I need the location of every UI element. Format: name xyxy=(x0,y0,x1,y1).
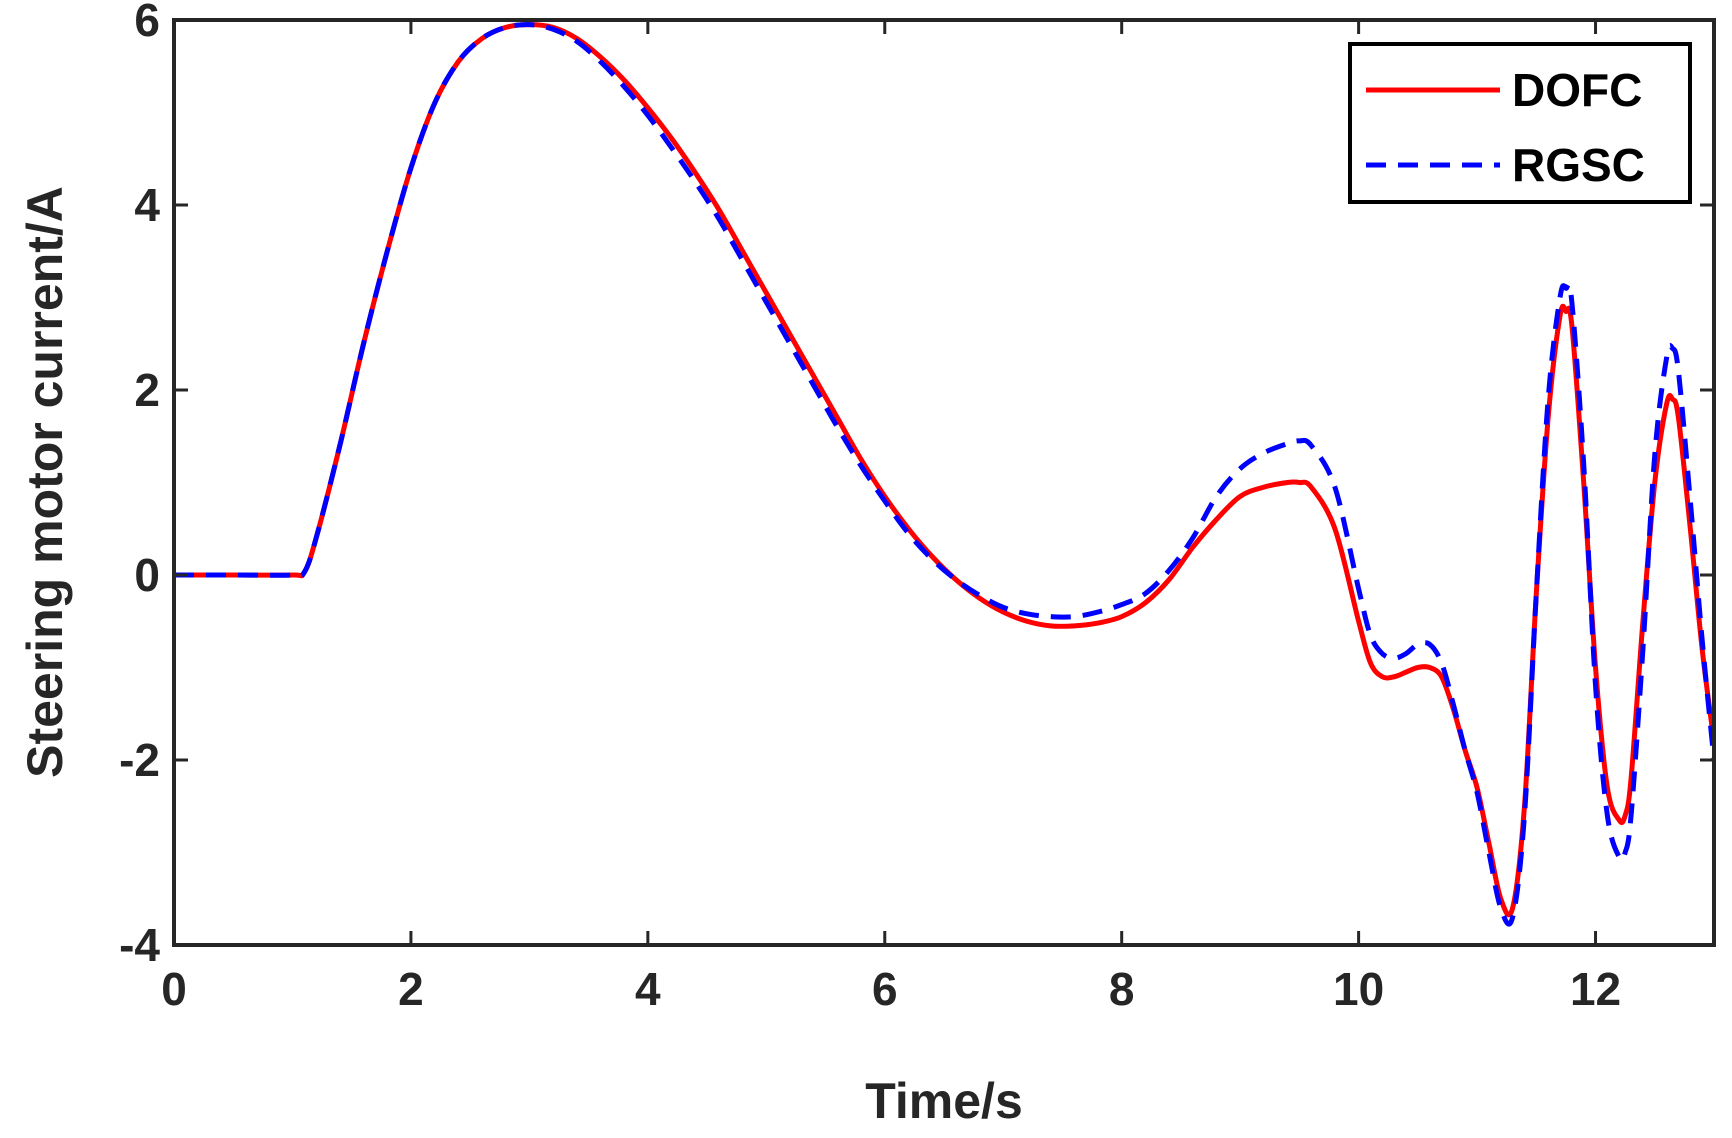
x-tick-label: 6 xyxy=(872,963,898,1015)
ticks-layer: 0 2 4 6 8 10 12 -4 -2 0 2 4 6 xyxy=(119,0,1714,1015)
y-axis-label: Steering motor current/A xyxy=(17,186,73,778)
x-tick-label: 2 xyxy=(398,963,424,1015)
series-line-rgsc xyxy=(174,22,1714,927)
series-layer xyxy=(174,22,1714,927)
x-tick-label: 4 xyxy=(635,963,661,1015)
y-tick-label: -4 xyxy=(119,919,160,971)
plot-area-frame xyxy=(172,18,1716,947)
x-axis-label: Time/s xyxy=(865,1073,1023,1129)
legend: DOFC RGSC xyxy=(1348,42,1692,204)
x-tick-label: 0 xyxy=(161,963,187,1015)
x-tick-label: 8 xyxy=(1109,963,1135,1015)
y-tick-label: 6 xyxy=(134,0,160,46)
y-tick-label: 0 xyxy=(134,549,160,601)
x-tick-label: 12 xyxy=(1570,963,1621,1015)
y-tick-label: -2 xyxy=(119,734,160,786)
legend-label-rgsc: RGSC xyxy=(1512,139,1645,191)
y-tick-label: 2 xyxy=(134,364,160,416)
y-tick-label: 4 xyxy=(134,179,160,231)
x-tick-label: 10 xyxy=(1333,963,1384,1015)
legend-box xyxy=(1348,42,1692,204)
legend-label-dofc: DOFC xyxy=(1512,64,1642,116)
